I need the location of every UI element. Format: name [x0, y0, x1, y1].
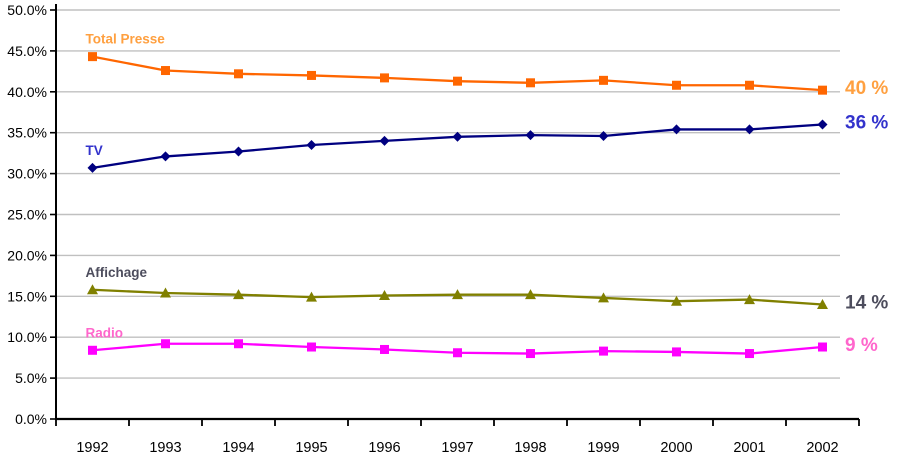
series-marker: [160, 151, 171, 162]
series-marker: [818, 85, 827, 95]
y-axis-tick-label: 20.0%: [7, 247, 47, 263]
series-line-tv: [92, 123, 823, 170]
x-axis-tick-label: 2002: [806, 440, 838, 456]
series-marker: [453, 348, 462, 358]
series-marker: [307, 342, 316, 352]
x-axis-tick-label: 1999: [587, 440, 619, 456]
series-marker: [671, 124, 682, 135]
series-marker: [598, 292, 609, 303]
series-tv: TV 36 %: [86, 113, 888, 173]
series-marker: [88, 52, 97, 62]
series-end-value-label: 14 %: [845, 292, 888, 313]
x-axis-tick-label: 2000: [660, 440, 692, 456]
y-axis-tick-label: 10.0%: [7, 329, 47, 345]
series-end-value-label: 40 %: [845, 78, 888, 99]
series-marker: [525, 130, 536, 141]
series-name-label: Affichage: [86, 265, 148, 280]
series-end-value-label: 9 %: [845, 335, 878, 356]
x-axis-tick-label: 1994: [222, 440, 254, 456]
y-axis-tick-label: 0.0%: [15, 411, 47, 427]
series-end-value-label: 36 %: [845, 113, 888, 134]
series-name-label: Radio: [86, 325, 124, 340]
series-marker: [380, 73, 389, 83]
series-marker: [526, 78, 535, 88]
series-radio: Radio 9 %: [86, 325, 878, 359]
x-axis-tick-label: 1996: [368, 440, 400, 456]
y-axis-tick-label: 30.0%: [7, 166, 47, 182]
y-axis-tick-label: 45.0%: [7, 43, 47, 59]
series-marker: [161, 339, 170, 349]
y-axis-tick-label: 25.0%: [7, 207, 47, 223]
series-marker: [379, 135, 390, 146]
series-marker: [744, 294, 755, 305]
x-axis-tick-label: 1997: [441, 440, 473, 456]
y-axis-tick-label: 40.0%: [7, 84, 47, 100]
y-axis-tick-label: 15.0%: [7, 288, 47, 304]
series-marker: [160, 287, 171, 298]
series-marker: [598, 130, 609, 141]
series-marker: [599, 75, 608, 85]
series-marker: [234, 69, 243, 79]
series-marker: [525, 289, 536, 300]
series-marker: [307, 70, 316, 80]
series-marker: [817, 298, 828, 309]
series-marker: [233, 146, 244, 157]
series-marker: [87, 162, 98, 173]
x-axis-tick-label: 1993: [149, 440, 181, 456]
series-marker: [526, 349, 535, 359]
series-marker: [452, 289, 463, 300]
y-axis-tick-label: 5.0%: [15, 370, 47, 386]
x-axis-tick-label: 2001: [733, 440, 765, 456]
series-affichage: Affichage 14 %: [86, 265, 889, 314]
series-marker: [87, 284, 98, 295]
series-name-label: TV: [86, 143, 103, 158]
series-marker: [745, 80, 754, 90]
series-marker: [161, 66, 170, 76]
series-marker: [234, 339, 243, 349]
y-axis-tick-label: 35.0%: [7, 125, 47, 141]
series-marker: [672, 347, 681, 357]
y-axis-tick-label: 50.0%: [7, 2, 47, 18]
series-marker: [380, 344, 389, 354]
series-marker: [233, 289, 244, 300]
series-marker: [817, 119, 828, 130]
series-marker: [379, 289, 390, 300]
series-total-presse: Total Presse 40 %: [86, 32, 889, 100]
x-axis-tick-label: 1995: [295, 440, 327, 456]
series-marker: [306, 139, 317, 150]
series-marker: [88, 345, 97, 355]
series-marker: [599, 346, 608, 356]
series-marker: [672, 80, 681, 90]
series-marker: [818, 342, 827, 352]
series-marker: [744, 124, 755, 135]
series-marker: [745, 349, 754, 359]
series-marker: [453, 76, 462, 86]
series-marker: [452, 131, 463, 142]
series-marker: [306, 291, 317, 302]
series-marker: [671, 295, 682, 306]
x-axis-tick-label: 1992: [76, 440, 108, 456]
series-name-label: Total Presse: [86, 32, 166, 47]
x-axis-tick-label: 1998: [514, 440, 546, 456]
